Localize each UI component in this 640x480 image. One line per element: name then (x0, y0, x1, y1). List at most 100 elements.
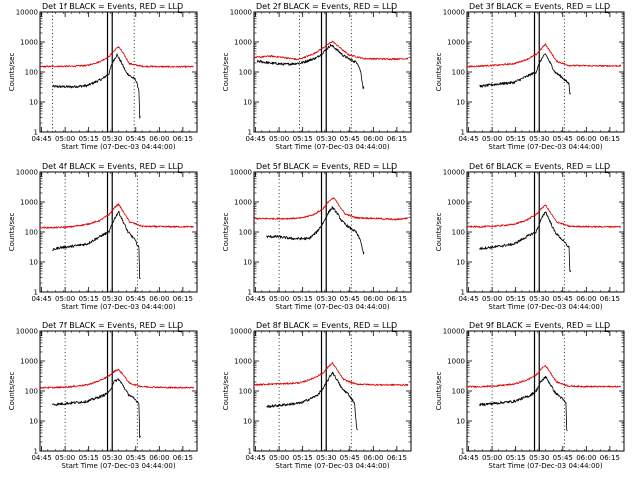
y-axis: 1 10 100 1000 10000 (16, 169, 197, 297)
x-tick-label: 06:15 (600, 295, 620, 303)
x-tick-label: 05:15 (293, 135, 313, 143)
y-tick-label: 10000 (16, 169, 38, 177)
x-tick-label: 06:00 (576, 454, 596, 462)
time-markers (278, 172, 352, 292)
chart-title: Det 5f BLACK = Events, RED = LLD (256, 162, 397, 171)
x-tick-label: 05:30 (102, 135, 122, 143)
y-tick-label: 1 (248, 129, 252, 137)
x-axis: 04:45 05:00 05:15 05:30 05:45 06:00 06:15 (245, 331, 412, 462)
series-line-lld (253, 362, 409, 387)
y-axis: 1 10 100 1000 10000 (443, 169, 624, 297)
x-tick-label: 06:00 (363, 454, 383, 462)
corner-mark: L (177, 325, 182, 335)
y-axis: 1 10 100 1000 10000 (230, 9, 411, 137)
series-line-lld (253, 40, 409, 61)
y-tick-label: 1000 (447, 199, 465, 207)
y-axis-label: Counts/sec (8, 213, 16, 252)
y-tick-label: 10 (243, 259, 252, 267)
x-tick-label: 05:45 (553, 135, 573, 143)
x-tick-label: 05:45 (340, 295, 360, 303)
y-tick-label: 10 (243, 99, 252, 107)
x-tick-label: 05:45 (126, 295, 146, 303)
y-axis-label: Counts/sec (435, 213, 443, 252)
y-tick-label: 100 (239, 69, 252, 77)
plot-frame (466, 330, 625, 452)
corner-mark: L (391, 6, 396, 16)
x-axis-label: Start Time (07-Dec-03 04:44:00) (61, 462, 175, 470)
x-tick-label: 05:00 (55, 295, 75, 303)
series-line-events (52, 378, 141, 439)
x-tick-label: 05:30 (102, 295, 122, 303)
corner-mark: L (391, 325, 396, 335)
chart-panel-2: Det 2f BLACK = Events, RED = LLDL1101001… (222, 2, 412, 151)
x-tick-label: 04:45 (31, 454, 51, 462)
series-line-events (266, 206, 365, 255)
y-tick-label: 1000 (20, 199, 38, 207)
x-tick-label: 05:15 (506, 454, 526, 462)
y-axis: 1 10 100 1000 10000 (16, 9, 197, 137)
y-tick-label: 10 (456, 99, 465, 107)
series-line-events (52, 210, 141, 280)
x-axis-label: Start Time (07-Dec-03 04:44:00) (488, 303, 602, 311)
y-tick-label: 1 (461, 289, 465, 297)
series-line-lld (39, 368, 194, 389)
chart-title: Det 2f BLACK = Events, RED = LLD (256, 2, 397, 11)
x-tick-label: 06:15 (173, 135, 193, 143)
x-tick-label: 05:00 (55, 454, 75, 462)
y-tick-label: 10000 (443, 328, 465, 336)
y-tick-label: 1 (34, 129, 38, 137)
x-tick-label: 06:00 (576, 135, 596, 143)
y-tick-label: 1 (248, 289, 252, 297)
x-tick-label: 05:30 (316, 454, 336, 462)
x-tick-label: 05:30 (102, 454, 122, 462)
y-tick-label: 10000 (230, 9, 252, 17)
y-tick-label: 1000 (234, 39, 252, 47)
time-markers (52, 12, 135, 132)
y-tick-label: 100 (452, 69, 465, 77)
y-axis-label: Counts/sec (435, 372, 443, 411)
x-axis-label: Start Time (07-Dec-03 04:44:00) (488, 143, 602, 151)
x-tick-label: 05:00 (482, 454, 502, 462)
x-tick-label: 06:15 (173, 295, 193, 303)
x-tick-label: 05:15 (79, 135, 99, 143)
time-markers (491, 12, 565, 132)
chart-title: Det 1f BLACK = Events, RED = LLD (42, 2, 183, 11)
y-tick-label: 100 (452, 229, 465, 237)
x-axis: 04:45 05:00 05:15 05:30 05:45 06:00 06:15 (245, 172, 412, 303)
corner-mark: L (177, 6, 182, 16)
y-axis-label: Counts/sec (435, 53, 443, 92)
x-tick-label: 05:00 (482, 135, 502, 143)
x-tick-label: 06:15 (387, 135, 407, 143)
x-tick-label: 05:15 (293, 295, 313, 303)
series-line-events (256, 43, 365, 90)
x-tick-label: 04:45 (31, 295, 51, 303)
plot-frame (466, 11, 625, 133)
plot-frame (253, 330, 412, 452)
series-line-events (479, 375, 568, 432)
x-tick-label: 06:00 (363, 135, 383, 143)
corner-mark: L (604, 325, 609, 335)
x-axis-label: Start Time (07-Dec-03 04:44:00) (488, 462, 602, 470)
y-tick-label: 100 (239, 388, 252, 396)
series-line-events (52, 53, 141, 119)
x-axis: 04:45 05:00 05:15 05:30 05:45 06:00 06:15 (458, 331, 625, 462)
plot-frame (39, 11, 198, 133)
x-tick-label: 06:00 (576, 295, 596, 303)
y-axis: 1 10 100 1000 10000 (443, 9, 624, 137)
x-tick-label: 05:45 (553, 295, 573, 303)
x-tick-label: 05:15 (79, 454, 99, 462)
x-tick-label: 04:45 (458, 454, 478, 462)
x-tick-label: 05:15 (79, 295, 99, 303)
series-line-lld (466, 204, 622, 228)
x-tick-label: 05:30 (529, 135, 549, 143)
x-axis: 04:45 05:00 05:15 05:30 05:45 06:00 06:15 (245, 12, 412, 143)
x-axis-label: Start Time (07-Dec-03 04:44:00) (275, 303, 389, 311)
chart-panel-7: Det 7f BLACK = Events, RED = LLDL1101001… (8, 321, 198, 470)
x-tick-label: 05:15 (293, 454, 313, 462)
y-tick-label: 1000 (20, 358, 38, 366)
series-line-lld (39, 203, 195, 229)
x-tick-label: 06:00 (149, 454, 169, 462)
y-tick-label: 100 (25, 388, 38, 396)
plot-frame (253, 11, 412, 133)
x-tick-label: 05:00 (269, 454, 289, 462)
